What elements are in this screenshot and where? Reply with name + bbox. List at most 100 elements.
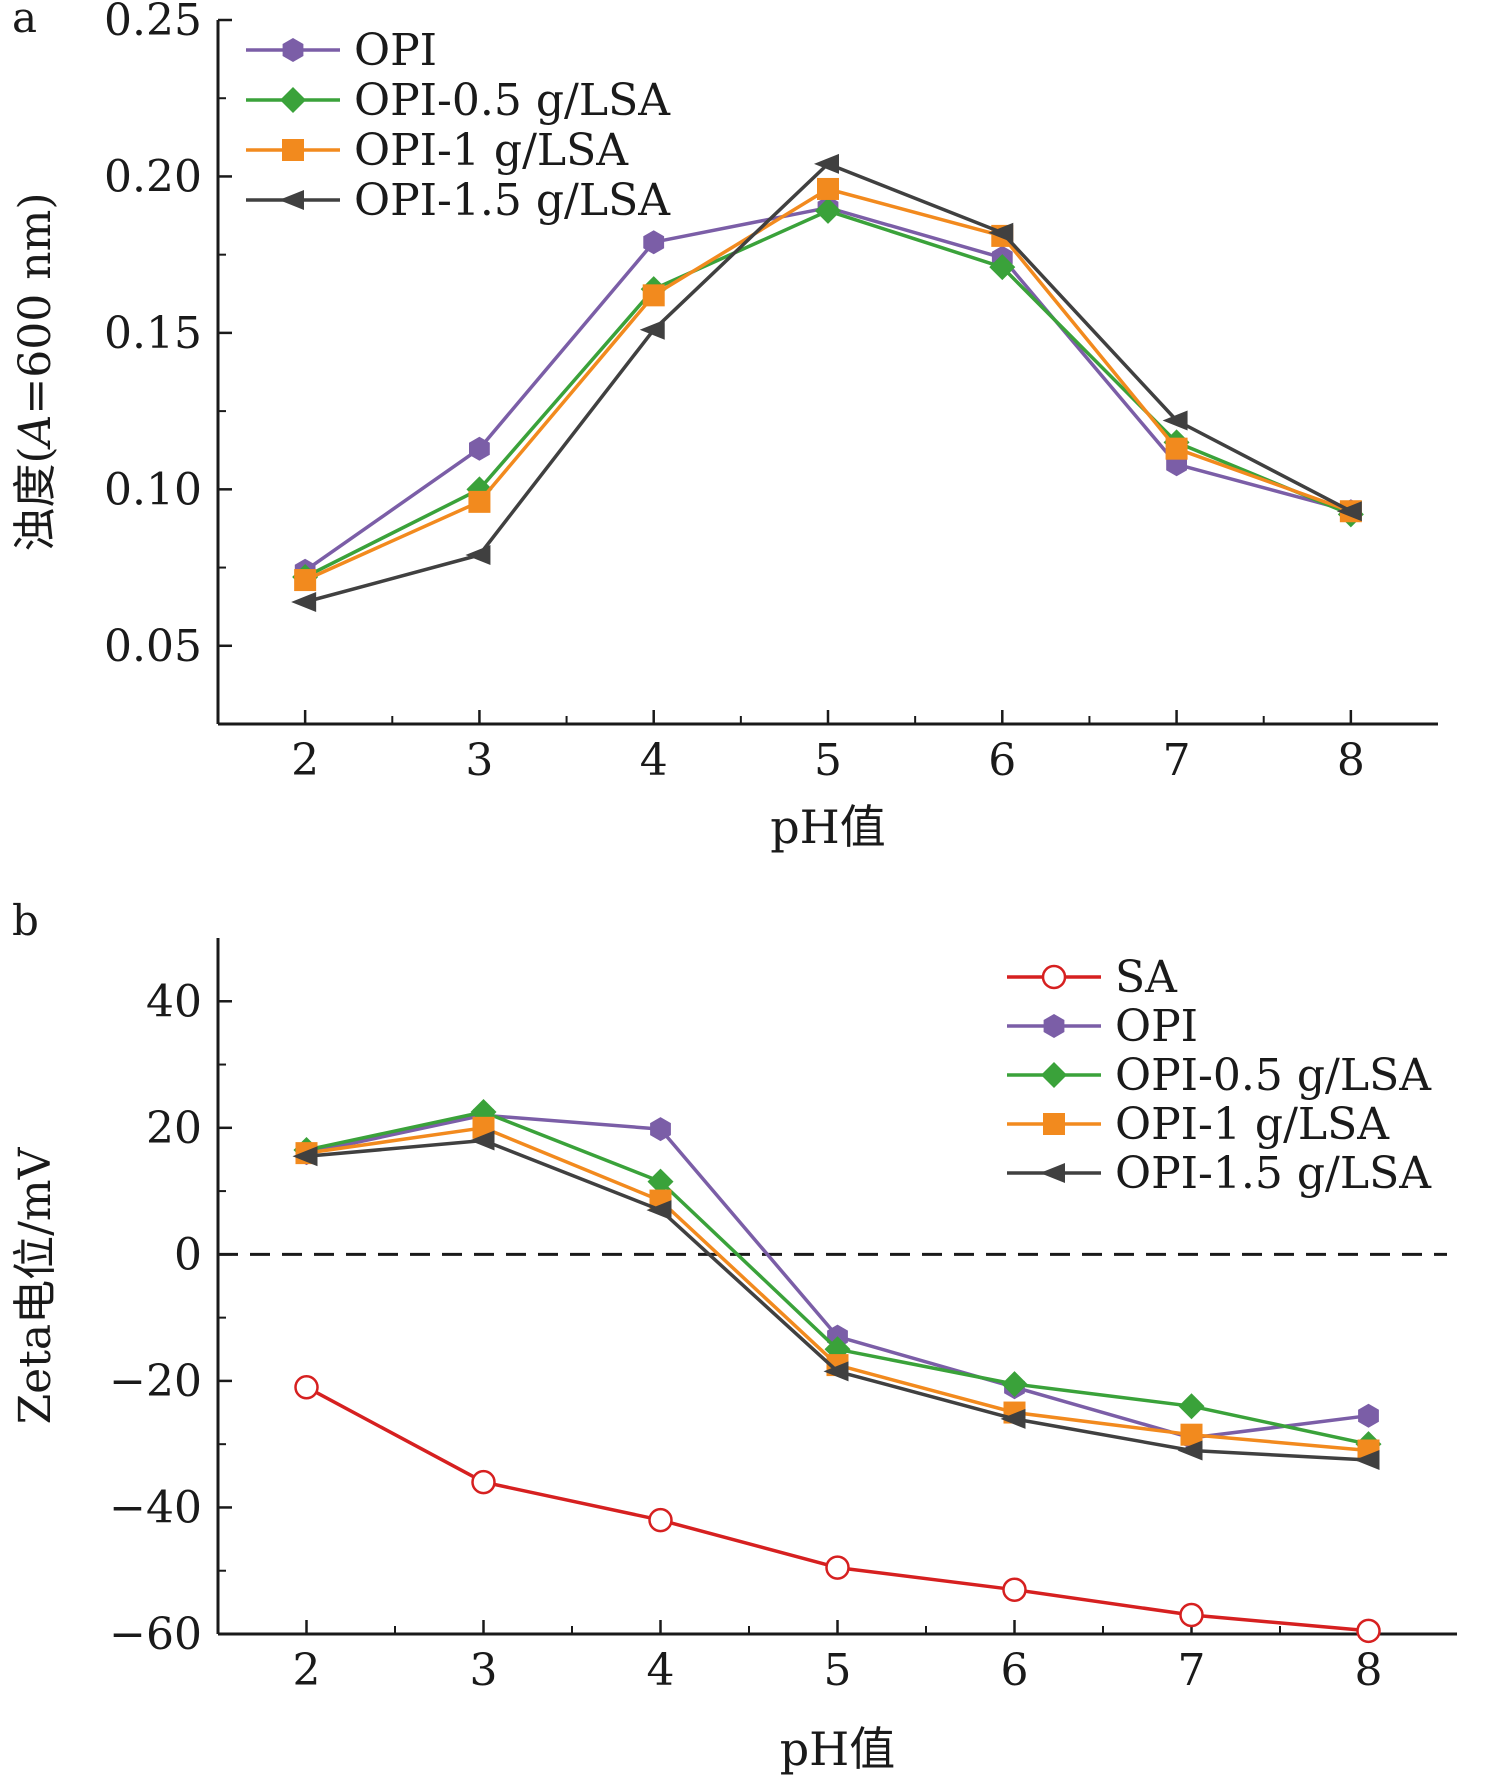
legend-item: SA — [1007, 952, 1178, 1003]
data-point — [1354, 1450, 1380, 1470]
x-tick-label: 2 — [291, 735, 319, 786]
legend-marker — [1040, 1163, 1065, 1183]
data-point — [1179, 1602, 1204, 1628]
data-point — [817, 177, 839, 200]
legend-marker — [1041, 1062, 1067, 1088]
series-line — [304, 187, 1352, 582]
data-point — [1178, 1393, 1205, 1420]
legend-marker — [280, 87, 306, 113]
x-tick-label: 8 — [1337, 735, 1365, 786]
panel-b: b2 3 4 5 6 7 8−60−40−2002040pH值Zeta电位/mVSAOPIO… — [10, 896, 1457, 1775]
legend-label: OPI — [354, 25, 437, 76]
series-opi-1-5-g-lsa — [292, 1130, 1380, 1470]
data-point — [646, 1200, 672, 1221]
series-line — [304, 162, 1352, 604]
y-tick-label: −60 — [109, 1609, 202, 1660]
data-point — [469, 1130, 495, 1151]
y-tick-label: −40 — [109, 1482, 202, 1533]
data-point — [989, 254, 1016, 281]
data-point — [1358, 1403, 1379, 1428]
y-tick-label: 0.10 — [104, 464, 202, 515]
y-axis-title-suffix: =600 nm) — [10, 192, 61, 414]
y-tick-label: 0.25 — [104, 0, 202, 46]
y-tick-label: 20 — [146, 1103, 202, 1154]
panel-a: a 2 3 4 5 6 7 8 0.05 0.10 0.15 0.20 0.25 pH值 浊度(A=600 … — [10, 0, 1438, 854]
legend-label: SA — [1115, 952, 1178, 1003]
x-tick-label: 6 — [1001, 1645, 1029, 1696]
data-point — [1162, 410, 1188, 431]
data-point — [291, 591, 317, 612]
data-point — [988, 222, 1014, 243]
series-line — [305, 1385, 1369, 1633]
data-point — [468, 490, 491, 513]
legend-label: OPI-1 g/LSA — [354, 125, 629, 176]
y-axis-title: 浊度(A=600 nm) — [10, 192, 61, 551]
legend-marker — [1043, 1014, 1065, 1038]
legend-item: OPI — [246, 25, 437, 76]
legend-label: OPI-1.5 g/LSA — [1115, 1148, 1432, 1199]
data-point — [465, 545, 491, 566]
data-point — [642, 284, 665, 307]
data-point — [1001, 1371, 1028, 1398]
data-point — [639, 319, 665, 340]
legend-item: OPI-1 g/LSA — [1007, 1099, 1390, 1150]
x-tick-label: 5 — [824, 1645, 852, 1696]
data-point — [1177, 1440, 1203, 1461]
data-point — [650, 1117, 671, 1142]
x-tick-label: 8 — [1355, 1645, 1383, 1696]
panel-label: b — [12, 896, 39, 945]
data-point — [1180, 1423, 1203, 1446]
panel-label: a — [12, 0, 37, 42]
legend-marker — [282, 38, 304, 62]
legend-item: OPI-1.5 g/LSA — [1007, 1148, 1432, 1199]
legend-item: OPI-1.5 g/LSA — [246, 175, 671, 226]
y-axis-title-symbol: A — [10, 415, 61, 451]
y-tick-label: 40 — [146, 976, 202, 1027]
x-axis-title: pH值 — [770, 800, 886, 854]
data-point — [823, 1361, 849, 1382]
legend-item: OPI-1 g/LSA — [246, 125, 629, 176]
series-opi-0-5-g-lsa — [292, 197, 1364, 590]
x-tick-label: 7 — [1178, 1645, 1206, 1696]
data-point — [1336, 501, 1362, 522]
legend-marker — [282, 139, 304, 161]
data-point — [294, 569, 317, 592]
data-point — [643, 230, 665, 255]
data-point — [294, 1374, 319, 1400]
x-tick-label: 7 — [1163, 735, 1191, 786]
data-point — [825, 1555, 850, 1580]
legend-label: OPI-1 g/LSA — [1115, 1099, 1390, 1150]
y-axis-title: Zeta电位/mV — [10, 1146, 61, 1424]
series-sa — [294, 1374, 1381, 1644]
legend-item: OPI-0.5 g/LSA — [1007, 1050, 1432, 1101]
legend-label: OPI-1.5 g/LSA — [354, 175, 671, 226]
series-opi-1-g-lsa — [294, 177, 1362, 592]
data-point — [815, 197, 841, 224]
y-tick-label: 0 — [174, 1229, 202, 1280]
legend-item: OPI — [1007, 1001, 1198, 1052]
data-point — [1002, 1577, 1027, 1602]
series-line — [304, 209, 1352, 579]
x-tick-label: 4 — [640, 735, 668, 786]
data-point — [648, 1507, 673, 1533]
data-point — [292, 1146, 318, 1167]
x-tick-label: 2 — [293, 1645, 321, 1696]
y-tick-label: 0.05 — [104, 621, 202, 672]
legend-label: OPI-0.5 g/LSA — [1115, 1050, 1432, 1101]
legend-marker — [1043, 1113, 1065, 1135]
y-tick-label: 0.20 — [104, 151, 202, 202]
legend-label: OPI — [1115, 1001, 1198, 1052]
legend-marker — [1041, 964, 1067, 990]
data-point — [1356, 1618, 1381, 1644]
data-point — [647, 1168, 674, 1195]
y-tick-label: −20 — [109, 1356, 202, 1407]
data-point — [471, 1469, 496, 1495]
series-line — [304, 205, 1352, 573]
data-point — [1165, 437, 1188, 460]
legend-label: OPI-0.5 g/LSA — [354, 75, 671, 126]
legend-marker — [279, 190, 304, 210]
x-tick-label: 5 — [814, 735, 842, 786]
